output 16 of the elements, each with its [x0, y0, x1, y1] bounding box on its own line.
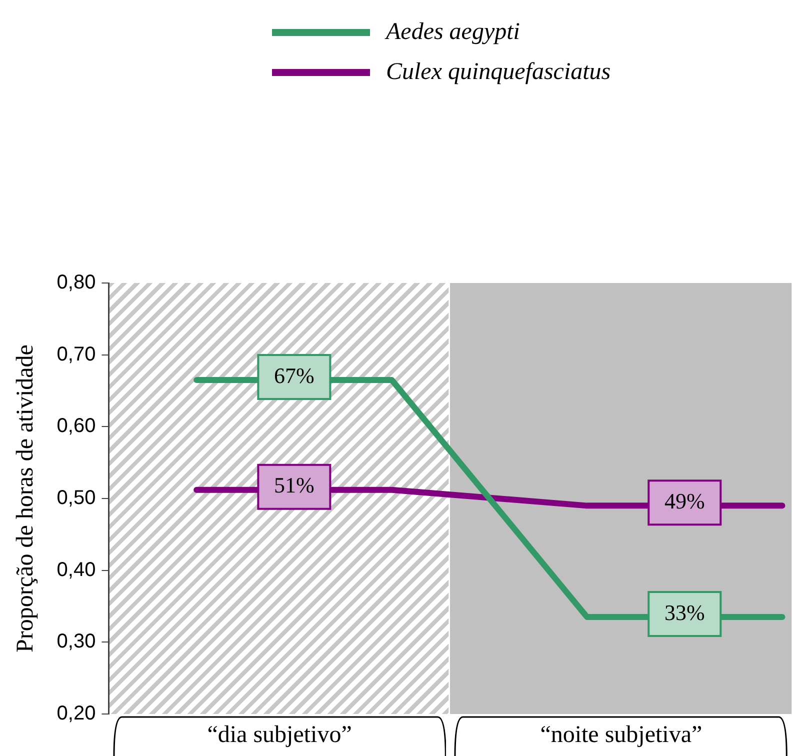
legend-label: Aedes aegypti — [386, 18, 520, 46]
text: “noite subjetiva” — [539, 722, 704, 749]
y-axis-title: Proporção de horas de atividade — [12, 344, 39, 652]
y-tick-label: 0,30 — [56, 630, 96, 653]
y-tick-label: 0,20 — [56, 702, 96, 725]
y-tick-label: 0,80 — [56, 272, 96, 294]
y-tick-label: 0,70 — [56, 343, 96, 366]
y-tick-label: 0,40 — [56, 558, 96, 581]
annotation: 67% — [274, 362, 314, 388]
annotation: 49% — [664, 488, 705, 514]
y-tick-label: 0,60 — [56, 415, 96, 438]
legend-label: Culex quinquefasciatus — [386, 58, 611, 86]
annotation: 51% — [274, 472, 314, 498]
y-tick-label: 0,50 — [56, 487, 96, 510]
annotation: 33% — [664, 600, 705, 625]
text: “dia subjetivo” — [206, 722, 353, 749]
